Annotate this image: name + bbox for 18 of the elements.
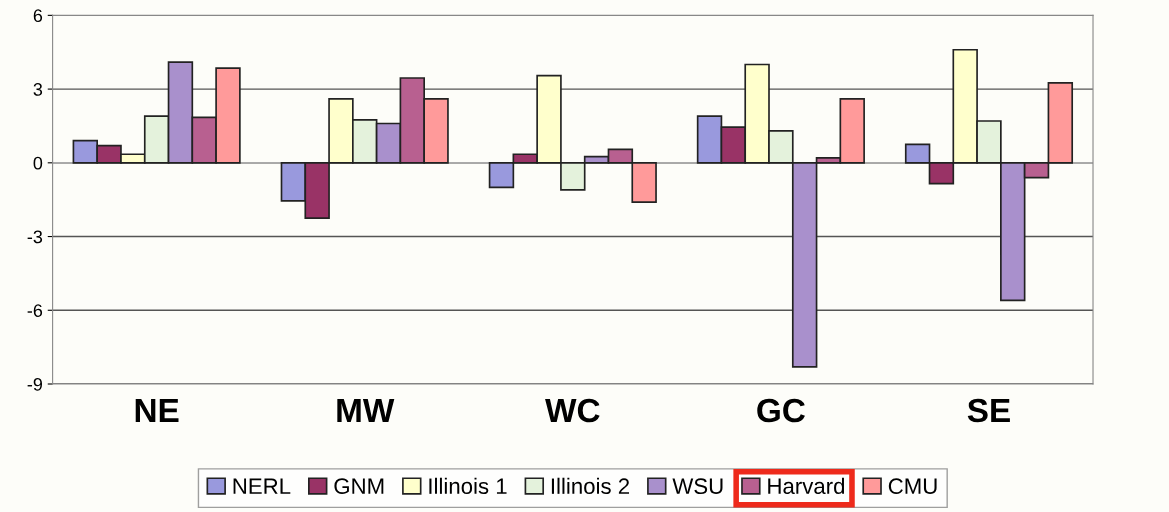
legend-label: GNM — [334, 478, 384, 495]
legend-label: NERL — [233, 478, 291, 494]
y-tick-label: -9 — [27, 377, 43, 391]
y-tick-label: 0 — [33, 156, 43, 170]
x-tick-label: WC — [545, 398, 600, 423]
legend-label: Illinois 2 — [551, 477, 630, 495]
legend-label: WSU — [672, 478, 723, 495]
y-tick-label: -3 — [27, 230, 43, 244]
x-tick-label: MW — [337, 399, 395, 423]
x-tick-label: SE — [967, 398, 1010, 423]
legend-label: CMU — [888, 478, 937, 495]
legend-label: Harvard — [768, 477, 845, 495]
y-tick-label: 6 — [33, 9, 43, 23]
y-tick-label: 3 — [33, 83, 43, 96]
legend-label: Illinois 1 — [429, 477, 507, 495]
x-tick-label: NE — [135, 399, 179, 423]
x-tick-label: GC — [757, 398, 805, 423]
y-tick-label: -6 — [27, 304, 43, 317]
